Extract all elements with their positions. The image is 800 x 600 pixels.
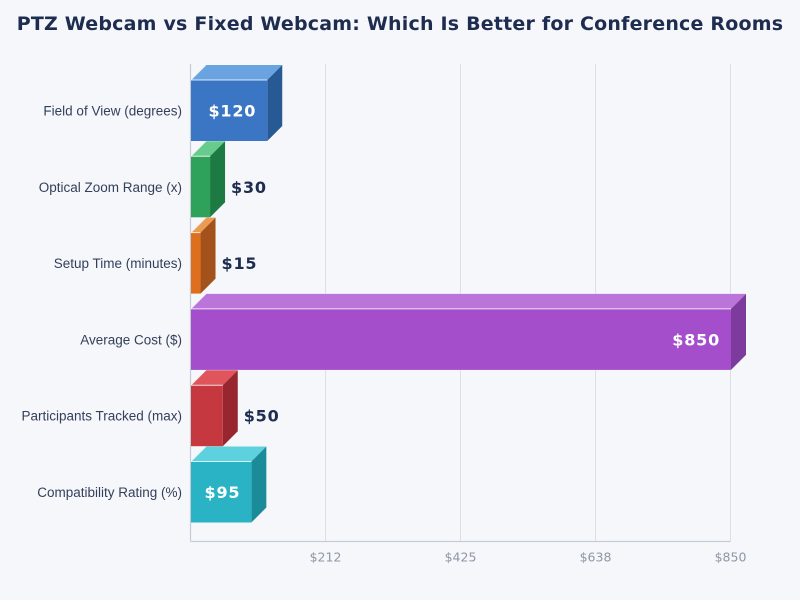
bar-front-face: [191, 308, 731, 370]
bar-bevel-highlight: [190, 369, 207, 386]
x-tick-label: $212: [310, 550, 342, 565]
value-label: $120: [209, 102, 257, 121]
category-label: Compatibility Rating (%): [37, 485, 182, 500]
bar-bevel-highlight: [190, 64, 207, 81]
bar-front-face: [191, 385, 223, 447]
chart-title: PTZ Webcam vs Fixed Webcam: Which Is Bet…: [16, 13, 784, 35]
bar-bevel-highlight: [190, 140, 207, 157]
category-label: Participants Tracked (max): [21, 409, 182, 424]
x-tick-label: $425: [445, 550, 477, 565]
bar-side-face: [200, 217, 216, 294]
value-label: $95: [205, 483, 241, 502]
bar-top-face: [191, 293, 746, 309]
x-tick-label: $850: [715, 550, 747, 565]
bar-front-face: [191, 232, 201, 294]
category-label: Average Cost ($): [80, 332, 182, 347]
x-tick-label: $638: [580, 550, 612, 565]
value-label: $850: [672, 330, 720, 349]
bar-front-face: [191, 461, 252, 523]
category-label: Field of View (degrees): [43, 104, 182, 119]
bar-top-face: [191, 446, 267, 462]
bar-side-face: [251, 446, 267, 523]
bar-front-face: [191, 80, 268, 141]
bar-top-face: [191, 141, 226, 157]
bar-bevel-highlight: [190, 446, 207, 462]
bar-bevel-highlight: [190, 217, 207, 233]
bar-front-face: [191, 156, 211, 218]
category-label: Optical Zoom Range (x): [39, 180, 182, 195]
bar-top-face: [191, 65, 283, 80]
category-label: Setup Time (minutes): [54, 256, 182, 271]
bar-top-face: [191, 217, 216, 233]
bar-bevel-highlight: [190, 293, 207, 310]
value-label: $50: [244, 407, 280, 426]
bar-side-face: [222, 370, 238, 447]
value-label: $15: [222, 254, 258, 273]
value-label: $30: [231, 178, 267, 197]
bar-side-face: [731, 293, 746, 370]
bar-side-face: [267, 65, 283, 141]
bar-side-face: [210, 141, 226, 218]
